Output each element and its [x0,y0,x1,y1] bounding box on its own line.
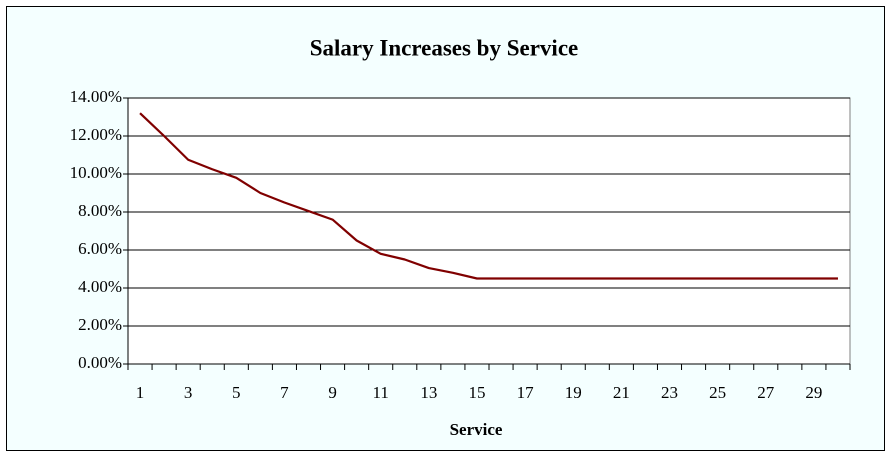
x-tick-label: 17 [517,383,535,402]
y-tick-label: 2.00% [78,315,122,334]
x-tick-label: 21 [613,383,630,402]
x-tick-label: 15 [468,383,485,402]
x-tick-label: 25 [709,383,726,402]
y-tick-label: 6.00% [78,239,122,258]
x-tick-label: 23 [661,383,678,402]
plot-area [127,97,851,365]
y-tick-label: 4.00% [78,277,122,296]
y-tick-label: 0.00% [78,353,122,372]
x-tick-label: 29 [805,383,822,402]
x-tick-label: 9 [328,383,337,402]
x-tick-label: 27 [757,383,775,402]
y-tick-label: 10.00% [70,163,122,182]
y-tick-label: 8.00% [78,201,122,220]
x-axis-title: Service [450,420,503,439]
x-tick-label: 1 [136,383,145,402]
x-tick-label: 3 [184,383,193,402]
y-tick-label: 14.00% [70,87,122,106]
y-tick-label: 12.00% [70,125,122,144]
x-tick-label: 7 [280,383,289,402]
chart-title: Salary Increases by Service [310,35,579,60]
x-tick-label: 19 [565,383,582,402]
x-tick-label: 13 [420,383,437,402]
x-tick-label: 5 [232,383,241,402]
data-line [139,112,838,280]
x-tick-label: 11 [373,383,389,402]
